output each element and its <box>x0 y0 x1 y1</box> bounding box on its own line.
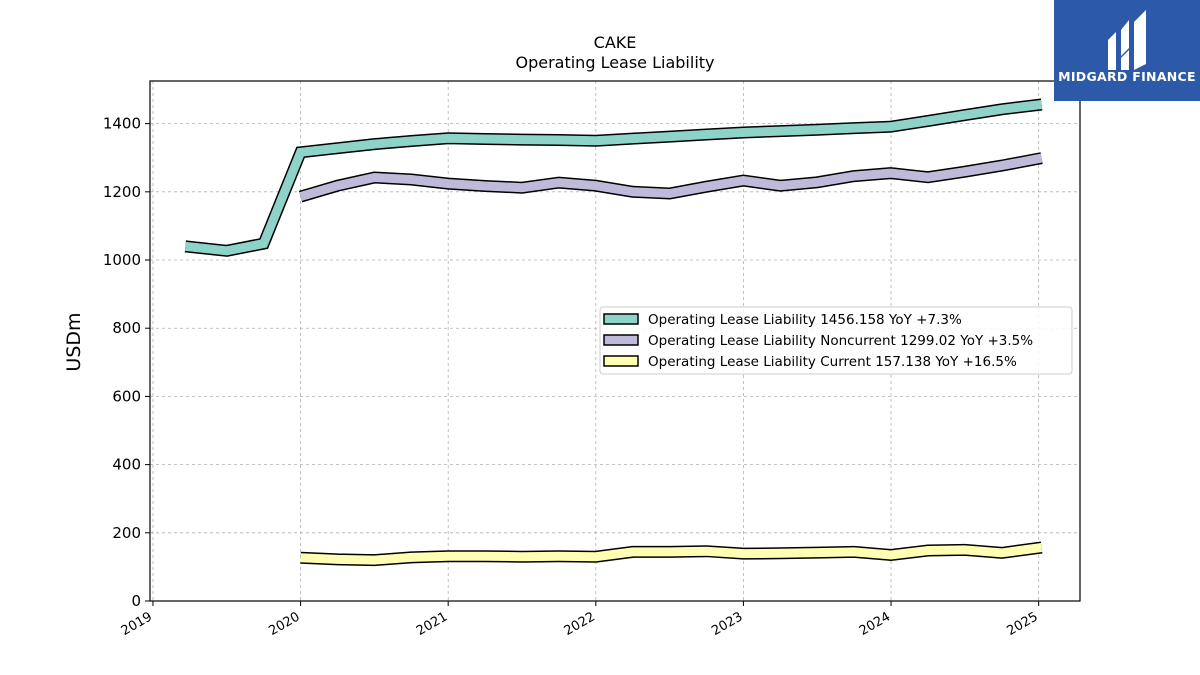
y-tick-label: 400 <box>112 456 141 474</box>
series-layer <box>184 98 1043 567</box>
y-tick-label: 800 <box>112 319 141 337</box>
chart-title: CAKE <box>594 33 637 52</box>
y-tick-label: 1200 <box>103 183 141 201</box>
y-tick-label: 200 <box>112 524 141 542</box>
midgard-m-logo-icon <box>1108 10 1146 70</box>
legend: Operating Lease Liability 1456.158 YoY +… <box>599 306 1073 375</box>
plot-frame <box>149 80 1081 602</box>
midgard-finance-logo: MIDGARD FINANCE <box>1054 0 1200 101</box>
legend-swatch-current <box>603 355 639 367</box>
legend-swatch-noncurrent <box>603 334 639 346</box>
y-tick-label: 600 <box>112 387 141 405</box>
legend-label-noncurrent: Operating Lease Liability Noncurrent 129… <box>648 333 1033 349</box>
legend-box <box>599 306 1073 375</box>
legend-swatch-total <box>603 313 639 325</box>
chart-subtitle: Operating Lease Liability <box>515 53 714 72</box>
y-tick-label: 0 <box>131 592 141 610</box>
legend-label-current: Operating Lease Liability Current 157.13… <box>648 354 1017 370</box>
legend-label-total: Operating Lease Liability 1456.158 YoY +… <box>648 312 962 328</box>
y-tick-label: 1400 <box>103 115 141 133</box>
series-line-total <box>184 100 1043 256</box>
logo-text: MIDGARD FINANCE <box>1058 69 1196 84</box>
y-tick-label: 1000 <box>103 251 141 269</box>
series-line-current <box>300 543 1043 565</box>
y-axis-label: USDm <box>63 312 85 371</box>
logo-background <box>1054 0 1200 101</box>
series-line-noncurrent <box>299 153 1043 201</box>
